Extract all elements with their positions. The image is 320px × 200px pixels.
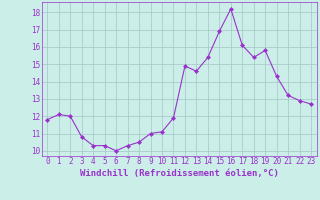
X-axis label: Windchill (Refroidissement éolien,°C): Windchill (Refroidissement éolien,°C) <box>80 169 279 178</box>
